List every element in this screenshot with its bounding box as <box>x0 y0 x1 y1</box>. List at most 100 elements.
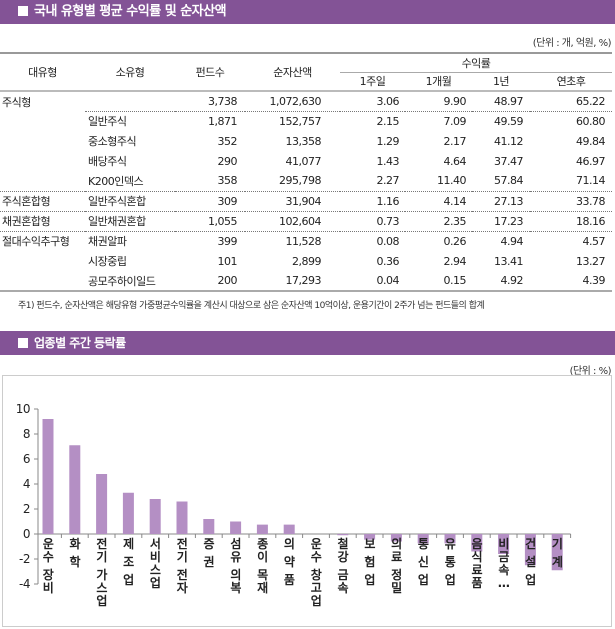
table-row: 채권혼합형 일반채권혼합 1,055 102,604 0.73 2.35 17.23 18.1… <box>0 211 612 232</box>
table-cell: 0.36 <box>376 254 400 268</box>
y-tick-label: -4 <box>19 577 30 591</box>
table-cell: 2.17 <box>443 134 467 148</box>
table-cell: 1,055 <box>175 211 245 232</box>
table-cell: 4.57 <box>582 234 606 248</box>
col-funds: 펀드수 <box>195 66 225 79</box>
table-cell: 1,072,630 <box>245 91 340 112</box>
table-cell: 1,871 <box>208 114 238 128</box>
table-cell <box>85 91 175 112</box>
table-row: 절대수익추구형 채권알파 399 11,528 0.08 0.26 4.94 4.57 <box>0 231 612 251</box>
table-cell: 18.16 <box>530 211 612 232</box>
bar <box>230 521 242 534</box>
table-cell: 주식혼합형 <box>0 191 85 212</box>
y-tick-label: 6 <box>23 452 30 466</box>
table-cell: 71.14 <box>530 171 612 192</box>
chart-frame <box>2 375 612 627</box>
table-cell: 0.15 <box>443 274 467 287</box>
section-header-fund-returns: 국내 유형별 평균 수익률 및 순자산액 <box>0 0 615 24</box>
table-cell: 48.97 <box>472 91 530 112</box>
table-cell: 일반주식 <box>88 115 127 129</box>
table-cell: 채권알파 <box>88 235 127 249</box>
table-cell: 33.78 <box>530 191 612 212</box>
table-cell: 41,077 <box>285 154 322 168</box>
bar <box>551 534 563 571</box>
table-cell: 0.04 <box>376 274 400 287</box>
table-cell: 11,528 <box>285 234 322 248</box>
table-cell: 399 <box>217 234 238 248</box>
bar <box>417 534 429 544</box>
table-row: 일반주식 1,871 152,757 2.15 7.09 49.59 60.80 <box>0 111 612 131</box>
col-ytd: 연초후 <box>530 71 612 91</box>
square-bullet-icon <box>18 338 28 348</box>
bar <box>149 499 161 534</box>
table-cell: 4.39 <box>582 274 606 287</box>
bar <box>122 492 134 534</box>
footnote: 주1) 펀드수, 순자산액은 해당유형 가중평균수익률을 계산시 대상으로 삼은… <box>18 301 485 311</box>
table-cell: 0.73 <box>340 211 405 232</box>
table-cell: 절대수익추구형 <box>2 235 70 249</box>
bar <box>390 534 402 542</box>
table-cell: 3.06 <box>340 91 405 112</box>
bar <box>524 534 536 566</box>
table-cell: 352 <box>217 134 238 148</box>
bar <box>364 534 376 540</box>
table-cell: 152,757 <box>279 114 322 128</box>
square-bullet-icon <box>18 6 28 16</box>
table-cell: 46.97 <box>576 154 606 168</box>
col-assets: 순자산액 <box>273 66 312 79</box>
x-tick-label: 비 금 속… <box>498 536 510 590</box>
table-cell: 17,293 <box>285 274 322 287</box>
y-tick-label: 0 <box>23 527 30 541</box>
table-row: 주식형 3,738 1,072,630 3.06 9.90 48.97 65.22 <box>0 91 612 112</box>
table-row: K200인덱스 358 295,798 2.27 11.40 57.84 71.14 <box>0 171 612 192</box>
table-cell: 주식형 <box>2 95 31 109</box>
unit-label: (단위 : %) <box>569 366 612 377</box>
table-cell: 13.41 <box>494 254 524 268</box>
y-tick-label: 4 <box>23 477 30 491</box>
table-row: 주식혼합형 일반주식혼합 309 31,904 1.16 4.14 27.13 33.78 <box>0 191 612 212</box>
bar <box>256 524 268 534</box>
y-tick-label: -2 <box>19 552 30 566</box>
table-cell: 배당주식 <box>88 155 127 168</box>
y-tick-label: 10 <box>16 402 30 416</box>
table-cell: 4.14 <box>405 191 472 212</box>
table-cell: 2,899 <box>292 254 322 268</box>
y-tick-label: 8 <box>23 427 30 441</box>
section-title: 국내 유형별 평균 수익률 및 순자산액 <box>34 4 227 19</box>
table-cell: 31,904 <box>245 191 340 212</box>
bar <box>176 501 188 534</box>
section-title: 업종별 주간 등락률 <box>34 336 126 350</box>
bar <box>283 524 295 534</box>
table-row: 공모주하이일드 200 17,293 0.04 0.15 4.92 4.39 <box>0 271 612 291</box>
table-cell: 200 <box>217 274 238 287</box>
table-cell: 2.15 <box>376 114 400 128</box>
table-cell: 채권혼합형 <box>0 211 85 232</box>
table-cell: 공모주하이일드 <box>88 274 156 288</box>
table-cell: 27.13 <box>472 191 530 212</box>
table-cell: K200인덱스 <box>85 171 175 192</box>
table-cell: 358 <box>175 171 245 192</box>
table-cell: 0.26 <box>443 234 467 248</box>
table-cell: 2.27 <box>340 171 405 192</box>
table-cell: 13.27 <box>576 254 606 268</box>
bar <box>42 419 54 534</box>
table-cell: 0.08 <box>376 234 400 248</box>
bar <box>337 534 349 536</box>
table-cell: 중소형주식 <box>88 135 137 148</box>
table-cell: 일반주식혼합 <box>85 191 175 212</box>
table-cell: 49.59 <box>494 114 524 128</box>
table-cell: 2.35 <box>405 211 472 232</box>
table-cell: 290 <box>217 154 238 168</box>
table-cell: 65.22 <box>530 91 612 112</box>
